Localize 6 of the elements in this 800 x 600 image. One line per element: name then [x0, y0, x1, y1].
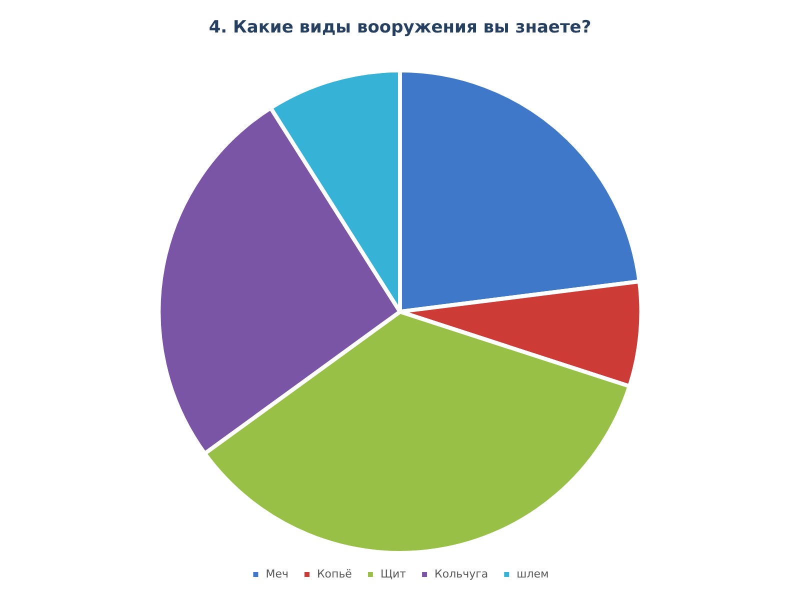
legend-label: Щит [380, 567, 407, 580]
legend-label: Кольчуга [434, 567, 488, 580]
legend-label: Копьё [316, 567, 352, 580]
legend-label: Меч [266, 567, 288, 580]
legend-label: шлем [516, 567, 549, 580]
chart-title: 4. Какие виды вооружения вы знаете? [208, 18, 592, 38]
